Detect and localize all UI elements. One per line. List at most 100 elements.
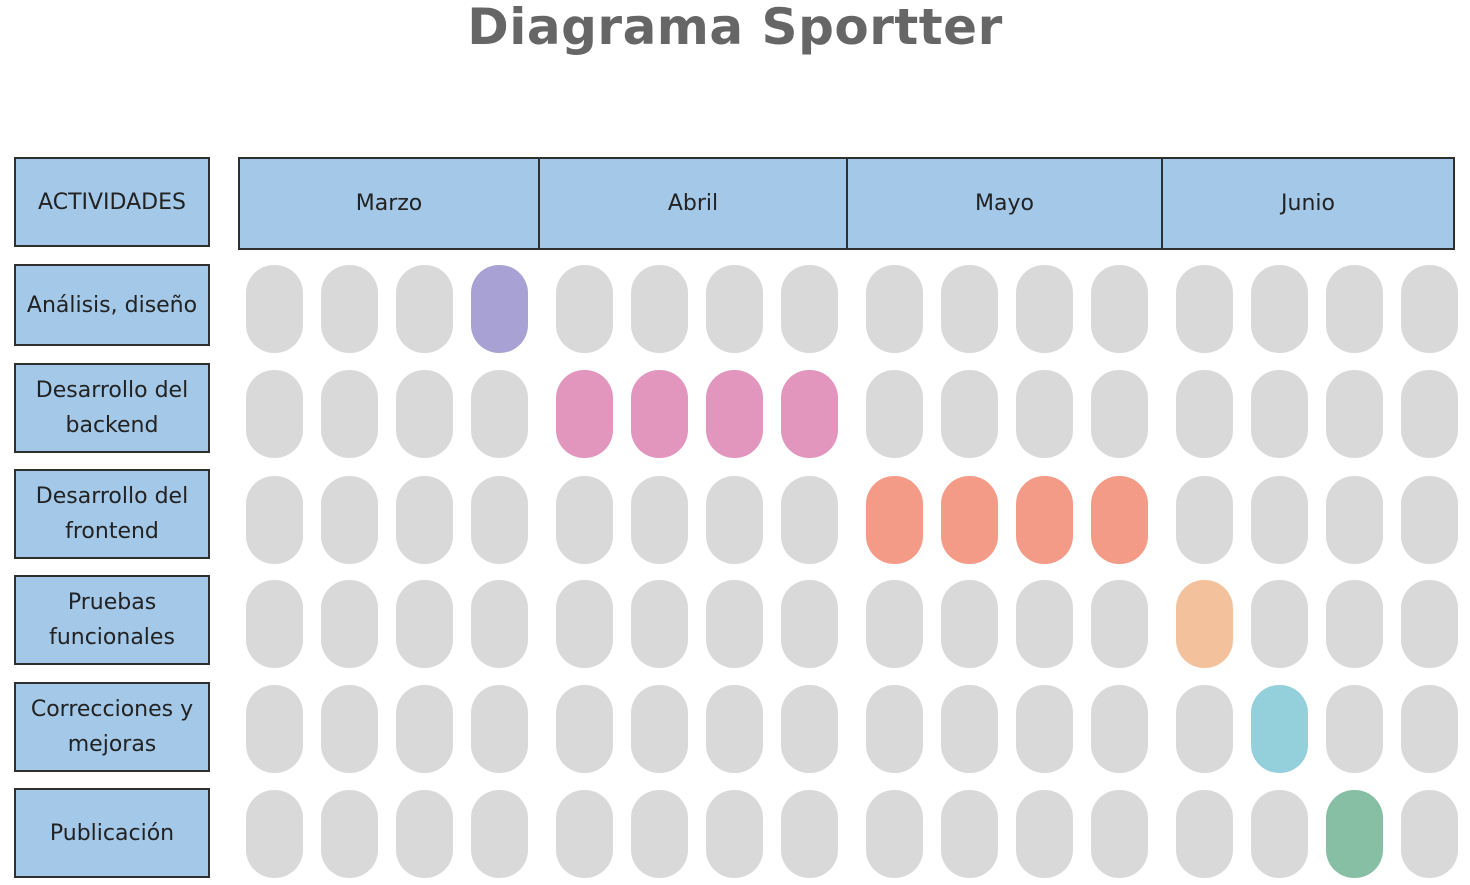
week-pill-correcciones-1 [246, 685, 303, 773]
month-junio: Junio [1161, 159, 1453, 248]
week-pill-analisis-9 [866, 265, 923, 353]
week-pill-correcciones-13 [1176, 685, 1233, 773]
activity-label-analisis: Análisis, diseño [14, 264, 210, 346]
active-week-pill-backend-7 [706, 370, 763, 458]
week-pill-backend-15 [1326, 370, 1383, 458]
week-pill-backend-13 [1176, 370, 1233, 458]
week-pill-analisis-12 [1091, 265, 1148, 353]
week-pill-publicacion-6 [631, 790, 688, 878]
week-pill-frontend-8 [781, 476, 838, 564]
week-pill-backend-9 [866, 370, 923, 458]
week-pill-analisis-3 [396, 265, 453, 353]
week-pill-pruebas-9 [866, 580, 923, 668]
week-pill-publicacion-9 [866, 790, 923, 878]
week-pill-pruebas-6 [631, 580, 688, 668]
week-pill-correcciones-6 [631, 685, 688, 773]
active-week-pill-frontend-10 [941, 476, 998, 564]
diagram-title: Diagrama Sportter [467, 0, 1003, 56]
month-mayo: Mayo [846, 159, 1161, 248]
week-pill-publicacion-14 [1251, 790, 1308, 878]
week-pill-analisis-10 [941, 265, 998, 353]
week-pill-frontend-13 [1176, 476, 1233, 564]
week-pill-analisis-8 [781, 265, 838, 353]
week-pill-backend-16 [1401, 370, 1458, 458]
week-pill-publicacion-12 [1091, 790, 1148, 878]
week-pill-frontend-3 [396, 476, 453, 564]
week-pill-backend-3 [396, 370, 453, 458]
week-pill-frontend-6 [631, 476, 688, 564]
week-pill-pruebas-11 [1016, 580, 1073, 668]
activity-label-correcciones: Correcciones y mejoras [14, 682, 210, 772]
week-pill-correcciones-16 [1401, 685, 1458, 773]
week-pill-backend-11 [1016, 370, 1073, 458]
active-week-pill-backend-8 [781, 370, 838, 458]
week-pill-pruebas-4 [471, 580, 528, 668]
week-pill-frontend-14 [1251, 476, 1308, 564]
week-pill-analisis-16 [1401, 265, 1458, 353]
week-pill-pruebas-10 [941, 580, 998, 668]
week-pill-pruebas-16 [1401, 580, 1458, 668]
week-pill-correcciones-11 [1016, 685, 1073, 773]
week-pill-analisis-5 [556, 265, 613, 353]
week-pill-publicacion-2 [321, 790, 378, 878]
week-pill-publicacion-10 [941, 790, 998, 878]
week-pill-backend-10 [941, 370, 998, 458]
week-pill-analisis-15 [1326, 265, 1383, 353]
week-pill-correcciones-4 [471, 685, 528, 773]
week-pill-pruebas-5 [556, 580, 613, 668]
week-pill-correcciones-5 [556, 685, 613, 773]
activity-label-publicacion: Publicación [14, 788, 210, 878]
week-pill-frontend-2 [321, 476, 378, 564]
week-pill-analisis-6 [631, 265, 688, 353]
week-pill-pruebas-2 [321, 580, 378, 668]
month-marzo: Marzo [355, 191, 423, 216]
week-pill-publicacion-3 [396, 790, 453, 878]
week-pill-pruebas-3 [396, 580, 453, 668]
week-pill-backend-2 [321, 370, 378, 458]
week-pill-publicacion-11 [1016, 790, 1073, 878]
week-pill-pruebas-12 [1091, 580, 1148, 668]
week-pill-publicacion-1 [246, 790, 303, 878]
week-pill-correcciones-3 [396, 685, 453, 773]
week-pill-analisis-13 [1176, 265, 1233, 353]
week-pill-publicacion-16 [1401, 790, 1458, 878]
week-pill-frontend-5 [556, 476, 613, 564]
week-pill-publicacion-13 [1176, 790, 1233, 878]
active-week-pill-backend-5 [556, 370, 613, 458]
week-pill-pruebas-15 [1326, 580, 1383, 668]
week-pill-correcciones-2 [321, 685, 378, 773]
week-pill-analisis-14 [1251, 265, 1308, 353]
week-pill-frontend-1 [246, 476, 303, 564]
week-pill-correcciones-10 [941, 685, 998, 773]
active-week-pill-frontend-12 [1091, 476, 1148, 564]
active-week-pill-publicacion-15 [1326, 790, 1383, 878]
week-pill-backend-12 [1091, 370, 1148, 458]
week-pill-correcciones-15 [1326, 685, 1383, 773]
week-pill-backend-4 [471, 370, 528, 458]
active-week-pill-frontend-11 [1016, 476, 1073, 564]
week-pill-correcciones-7 [706, 685, 763, 773]
week-pill-publicacion-5 [556, 790, 613, 878]
week-pill-frontend-16 [1401, 476, 1458, 564]
week-pill-pruebas-14 [1251, 580, 1308, 668]
week-pill-publicacion-4 [471, 790, 528, 878]
week-pill-backend-14 [1251, 370, 1308, 458]
active-week-pill-pruebas-13 [1176, 580, 1233, 668]
active-week-pill-correcciones-14 [1251, 685, 1308, 773]
month-header-bar: Marzo Abril Mayo Junio [238, 157, 1455, 250]
month-abril: Abril [538, 159, 846, 248]
week-pill-pruebas-1 [246, 580, 303, 668]
active-week-pill-analisis-4 [471, 265, 528, 353]
week-pill-frontend-15 [1326, 476, 1383, 564]
week-pill-frontend-7 [706, 476, 763, 564]
week-pill-analisis-1 [246, 265, 303, 353]
week-pill-pruebas-8 [781, 580, 838, 668]
week-pill-pruebas-7 [706, 580, 763, 668]
week-pill-publicacion-8 [781, 790, 838, 878]
active-week-pill-frontend-9 [866, 476, 923, 564]
activities-header: ACTIVIDADES [14, 157, 210, 247]
active-week-pill-backend-6 [631, 370, 688, 458]
week-pill-analisis-11 [1016, 265, 1073, 353]
activity-label-pruebas: Pruebas funcionales [14, 575, 210, 665]
